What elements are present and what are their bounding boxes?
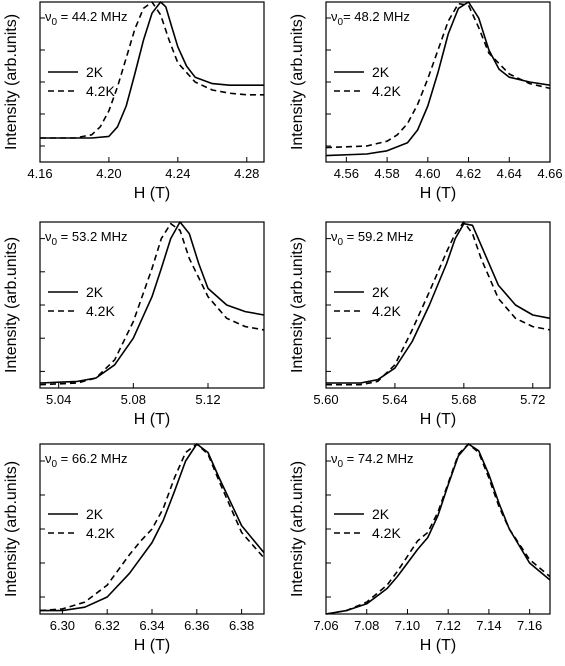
legend-label: 2K <box>86 284 104 300</box>
x-axis-label: H (T) <box>134 411 170 428</box>
annotation-value: = 66.2 MHz <box>57 451 127 466</box>
annotation-nu: ν <box>45 9 52 24</box>
annotation-value: = 59.2 MHz <box>343 229 413 244</box>
series-line-2K <box>326 222 551 384</box>
x-tick-label: 4.16 <box>27 166 52 181</box>
x-tick-label: 5.64 <box>382 392 407 407</box>
legend-label: 4.2K <box>86 83 115 99</box>
x-tick-label: 4.56 <box>334 166 359 181</box>
x-tick-label: 7.14 <box>476 618 501 633</box>
panel-4: 5.60 5.64 5.68 5.72 H (T) Intensity (arb.unit… <box>289 221 551 428</box>
x-axis-label: H (T) <box>134 185 170 202</box>
plot-frame <box>39 221 265 389</box>
legend-label: 2K <box>86 506 104 522</box>
y-axis-label: Intensity (arb.units) <box>3 237 20 373</box>
annotation-value: = 48.2 MHz <box>343 9 410 24</box>
annotation-value: = 44.2 MHz <box>57 9 127 24</box>
series-line-4-2K <box>325 2 551 149</box>
y-axis-label: Intensity (arb.units) <box>289 237 306 373</box>
panel-5: 6.30 6.32 6.34 6.36 6.38 H (T) Intensity (arb.… <box>3 443 265 654</box>
x-tick-label: 7.12 <box>436 618 461 633</box>
y-axis-label: Intensity (arb.units) <box>3 14 20 150</box>
legend-label: 4.2K <box>86 525 115 541</box>
annotation-subscript: 0 <box>52 17 58 28</box>
x-tick-label: 4.28 <box>234 166 259 181</box>
annotation-subscript: 0 <box>52 237 58 248</box>
series-line-4-2K <box>325 443 551 615</box>
annotation-value: = 53.2 MHz <box>57 229 127 244</box>
x-tick-label: 5.68 <box>451 392 476 407</box>
x-tick-label: 5.60 <box>313 392 338 407</box>
legend-label: 2K <box>372 284 390 300</box>
annotation-subscript: 0 <box>52 459 58 470</box>
annotation-value: = 74.2 MHz <box>343 451 413 466</box>
annotation-nu: ν <box>45 451 52 466</box>
annotation-nu: ν <box>331 229 338 244</box>
annotation-nu: ν <box>331 451 338 466</box>
x-tick-label: 4.62 <box>456 166 481 181</box>
frequency-annotation: ν0 = 66.2 MHz <box>45 451 128 470</box>
x-tick-label: 6.30 <box>50 618 75 633</box>
x-tick-label: 4.20 <box>96 166 121 181</box>
legend-label: 2K <box>372 506 390 522</box>
x-tick-label: 4.60 <box>415 166 440 181</box>
series-line-2K <box>40 443 265 612</box>
series-line-4-2K <box>326 221 551 386</box>
x-tick-label: 6.36 <box>184 618 209 633</box>
annotation-nu: ν <box>331 9 338 24</box>
panel-1: 4.16 4.20 4.24 4.28 H (T) Intensity (arb.unit… <box>3 1 265 202</box>
legend-label: 4.2K <box>372 525 401 541</box>
legend-label: 4.2K <box>372 303 401 319</box>
x-axis-label: H (T) <box>420 637 456 654</box>
series-line-2K <box>325 443 551 615</box>
y-axis-label: Intensity (arb.units) <box>289 14 306 150</box>
x-tick-label: 6.32 <box>95 618 120 633</box>
x-tick-label: 5.12 <box>195 392 220 407</box>
frequency-annotation: ν0 = 59.2 MHz <box>331 229 414 248</box>
annotation-subscript: 0 <box>338 17 344 28</box>
annotation-subscript: 0 <box>338 459 344 470</box>
series-line-2K <box>325 1 551 157</box>
series-line-2K <box>39 221 265 384</box>
x-tick-label: 6.34 <box>139 618 164 633</box>
x-axis-label: H (T) <box>420 185 456 202</box>
legend-label: 2K <box>86 64 104 80</box>
y-axis-label: Intensity (arb.units) <box>289 461 306 597</box>
annotation-nu: ν <box>45 229 52 244</box>
x-tick-label: 4.24 <box>165 166 190 181</box>
x-tick-label: 4.58 <box>374 166 399 181</box>
frequency-annotation: ν0 = 44.2 MHz <box>45 9 128 28</box>
legend-label: 4.2K <box>86 303 115 319</box>
frequency-annotation: ν0 = 74.2 MHz <box>331 451 414 470</box>
plot-frame <box>325 1 551 163</box>
frequency-annotation: ν0 = 53.2 MHz <box>45 229 128 248</box>
frequency-annotation: ν0= 48.2 MHz <box>331 9 410 28</box>
x-tick-label: 7.08 <box>354 618 379 633</box>
x-tick-label: 5.08 <box>121 392 146 407</box>
panel-2: 4.56 4.58 4.60 4.62 4.64 4.66 H (T) Intensity (… <box>289 1 563 202</box>
legend-label: 4.2K <box>372 83 401 99</box>
panel-3: 5.04 5.08 5.12 H (T) Intensity (arb.units) ν0… <box>3 221 265 428</box>
series-line-4-2K <box>40 1 264 139</box>
x-tick-label: 5.72 <box>520 392 545 407</box>
x-tick-label: 7.10 <box>395 618 420 633</box>
x-tick-label: 7.16 <box>517 618 542 633</box>
x-tick-label: 5.04 <box>46 392 71 407</box>
series-line-4-2K <box>39 443 265 612</box>
series-line-2K <box>40 1 264 139</box>
x-tick-label: 4.66 <box>537 166 562 181</box>
series-line-4-2K <box>39 222 265 386</box>
plot-frame <box>325 443 551 615</box>
x-axis-label: H (T) <box>134 637 170 654</box>
legend-label: 2K <box>372 64 390 80</box>
x-tick-label: 4.64 <box>497 166 522 181</box>
x-tick-label: 6.38 <box>229 618 254 633</box>
panel-6: 7.06 7.08 7.10 7.12 7.14 7.16 H (T) Intensity (… <box>289 443 551 654</box>
x-axis-label: H (T) <box>420 411 456 428</box>
y-axis-label: Intensity (arb.units) <box>3 461 20 597</box>
annotation-subscript: 0 <box>338 237 344 248</box>
x-tick-label: 7.06 <box>313 618 338 633</box>
